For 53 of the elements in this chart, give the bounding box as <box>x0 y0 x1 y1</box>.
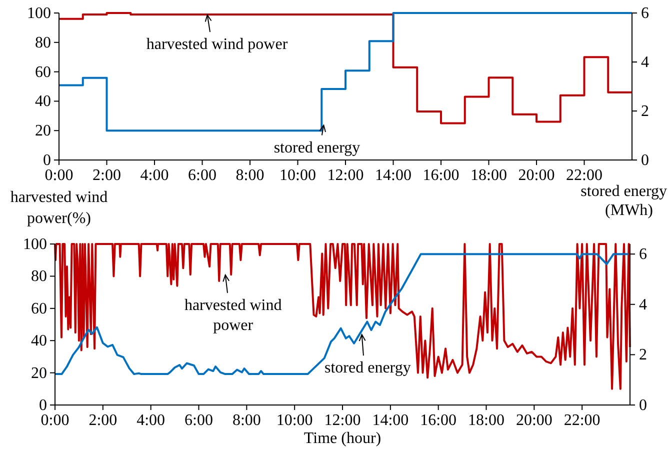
x-axis-title: Time (hour) <box>304 430 382 447</box>
x-tick-label: 2:00 <box>92 167 121 184</box>
x-tick-label: 10:00 <box>280 167 316 184</box>
x-tick-label: 0:00 <box>40 412 70 429</box>
x-tick-label: 14:00 <box>372 412 409 429</box>
x-tick-label: 6:00 <box>188 167 216 184</box>
y2-axis-title: stored energy (MWh) <box>580 183 667 219</box>
y2-tick-label: 4 <box>641 54 649 71</box>
y2-tick-label: 4 <box>639 296 647 314</box>
x-tick-label: 4:00 <box>136 412 166 429</box>
y-tick-label: 60 <box>31 300 47 318</box>
y-tick-label: 100 <box>23 236 47 253</box>
x-tick-label: 22:00 <box>566 167 602 184</box>
x-tick-label: 20:00 <box>516 412 552 429</box>
x-tick-label: 18:00 <box>470 167 507 184</box>
y-tick-label: 20 <box>35 122 51 140</box>
y-tick-label: 40 <box>31 332 47 350</box>
x-tick-label: 16:00 <box>422 167 460 184</box>
y-tick-label: 20 <box>31 364 47 382</box>
annotation: stored energy <box>324 360 411 377</box>
x-tick-label: 14:00 <box>375 167 412 184</box>
x-tick-label: 0:00 <box>44 167 74 184</box>
annotation: harvested wind power <box>146 36 288 53</box>
x-tick-label: 8:00 <box>232 412 261 429</box>
y-tick-label: 0 <box>43 152 51 169</box>
y-tick-label: 60 <box>35 64 51 81</box>
y-tick-label: 80 <box>31 268 47 286</box>
x-tick-label: 10:00 <box>276 412 313 429</box>
y-tick-label: 0 <box>39 397 47 414</box>
x-tick-label: 6:00 <box>184 412 213 429</box>
x-tick-label: 12:00 <box>327 167 364 184</box>
line-series <box>54 253 630 376</box>
y-tick-label: 80 <box>35 34 51 52</box>
annotation: stored energy <box>274 139 360 156</box>
y2-tick-label: 2 <box>641 103 649 120</box>
y2-tick-label: 6 <box>639 246 647 264</box>
x-tick-label: 22:00 <box>564 412 600 429</box>
y-tick-label: 40 <box>35 93 51 110</box>
y-tick-label: 100 <box>27 5 51 22</box>
x-tick-label: 8:00 <box>236 167 264 184</box>
y2-tick-label: 0 <box>639 397 647 414</box>
y-axis-title: harvested wind power(%) <box>10 189 108 227</box>
x-tick-label: 16:00 <box>420 412 457 429</box>
x-tick-label: 18:00 <box>468 412 504 429</box>
y2-tick-label: 6 <box>641 5 649 22</box>
annotation: harvested wind power <box>184 296 282 334</box>
line-series <box>54 243 631 390</box>
y2-tick-label: 2 <box>639 346 647 364</box>
x-tick-label: 20:00 <box>518 167 555 184</box>
x-tick-label: 4:00 <box>140 167 169 184</box>
x-tick-label: 2:00 <box>88 412 118 429</box>
x-tick-label: 12:00 <box>324 412 361 429</box>
y2-tick-label: 0 <box>641 152 649 169</box>
